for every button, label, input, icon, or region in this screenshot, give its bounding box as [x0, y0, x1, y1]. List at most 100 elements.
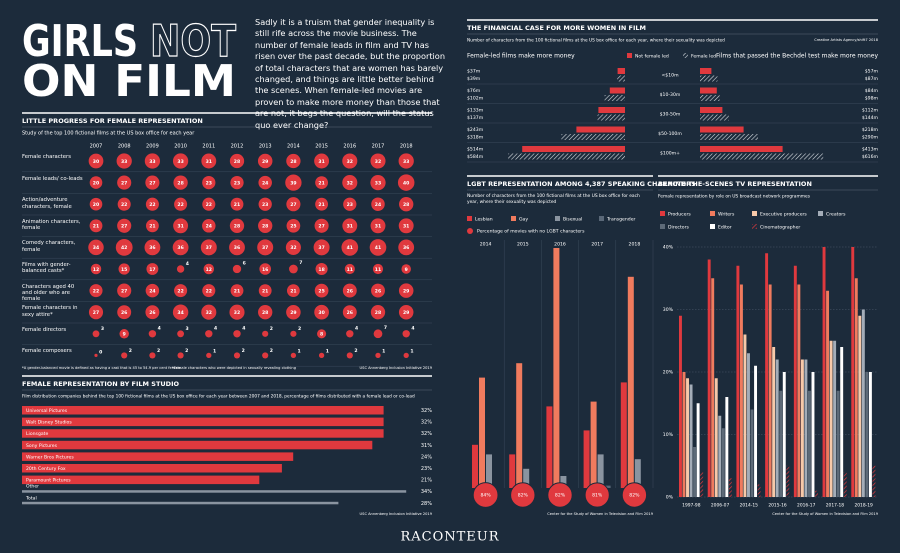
- row-label: Action/adventure characters, female: [22, 197, 72, 210]
- row-label: Animation characters, female: [22, 218, 81, 232]
- dot: [94, 353, 98, 357]
- section-title: LITTLE PROGRESS FOR FEMALE REPRESENTATIO…: [22, 117, 203, 125]
- subtitle: Number of characters from the 100 fictio…: [467, 38, 725, 44]
- dot: [202, 284, 216, 298]
- bar: [634, 459, 641, 488]
- dot: [89, 284, 103, 298]
- dot-label: 20: [93, 180, 99, 186]
- dot-label: 4: [411, 326, 414, 332]
- dot: [201, 153, 217, 169]
- bar: [620, 382, 627, 488]
- dot-label: 42: [121, 245, 127, 251]
- dot: [315, 176, 329, 190]
- bar: [700, 134, 758, 140]
- dot-label: 4: [355, 326, 358, 332]
- dot-label: 16: [262, 267, 268, 273]
- dot: [399, 197, 414, 212]
- footnote: *Female characters who were depicted in …: [172, 366, 296, 370]
- dot: [229, 304, 245, 320]
- legend-swatch: [660, 211, 665, 216]
- dot: [89, 197, 103, 211]
- year-label: 2018: [629, 242, 641, 248]
- dot: [290, 352, 297, 359]
- dot-label: 12: [206, 267, 212, 273]
- source: USC Annenberg Inclusion Initiative 2019: [360, 512, 433, 516]
- panel-title: Films that passed the Bechdel test make …: [716, 53, 878, 60]
- dot: [371, 283, 385, 298]
- dot: [172, 239, 189, 256]
- bar: [22, 464, 282, 473]
- section-title: FEMALE REPRESENTATION BY FILM STUDIO: [22, 380, 179, 388]
- dot: [342, 218, 358, 234]
- no-lgbt-label: 82%: [518, 493, 529, 499]
- bar: [725, 397, 729, 497]
- bar: [679, 315, 682, 497]
- bar: [782, 372, 786, 497]
- bar: [861, 309, 865, 497]
- legend-label: Creators: [826, 212, 846, 218]
- bar: [707, 259, 711, 497]
- bar: [775, 359, 779, 497]
- bar: [854, 278, 858, 497]
- section-title: LGBT REPRESENTATION AMONG 4,387 SPEAKING…: [467, 180, 696, 188]
- title-outline: NOT: [150, 16, 236, 67]
- dot: [146, 263, 159, 275]
- dot: [370, 153, 386, 169]
- bar: [604, 95, 625, 101]
- bar: [836, 390, 840, 497]
- dot: [233, 352, 241, 359]
- dot: [262, 330, 269, 337]
- dot-label: 23: [206, 180, 212, 186]
- dot-label: 31: [318, 159, 324, 165]
- year-label: 2015: [517, 242, 529, 248]
- value-label: $84m: [865, 88, 879, 94]
- year-label: 2009: [146, 144, 159, 150]
- value-label: $616m: [862, 154, 879, 160]
- year-label: 2012: [231, 144, 244, 150]
- dot-label: 28: [262, 224, 268, 230]
- dot-label: 12: [93, 267, 99, 273]
- dot-label: 27: [149, 180, 155, 186]
- dot: [369, 239, 387, 256]
- bar: [833, 340, 837, 497]
- dot-label: 23: [234, 180, 240, 186]
- value-label: $413m: [862, 147, 879, 153]
- dot: [177, 330, 185, 338]
- dot: [314, 283, 329, 298]
- value-label: $76m: [467, 88, 481, 94]
- dot-label: 20: [93, 202, 99, 208]
- legend-swatch: [467, 228, 473, 234]
- no-lgbt-circle: [510, 482, 536, 508]
- bar: [768, 284, 772, 497]
- bar: [728, 478, 732, 497]
- dot-label: 27: [121, 180, 127, 186]
- legend-swatch: [467, 216, 472, 221]
- dot-label: 23: [262, 202, 268, 208]
- intro: Sadly it is a truism that gender inequal…: [255, 17, 446, 130]
- dot-label: 17: [149, 267, 155, 273]
- dot-label: 25: [318, 288, 324, 294]
- bar: [523, 468, 530, 488]
- dot: [344, 263, 355, 275]
- dot: [89, 176, 103, 189]
- bar: [686, 378, 689, 497]
- dot: [372, 263, 384, 275]
- dot: [232, 264, 242, 274]
- bar: [736, 265, 740, 497]
- bar: [811, 372, 815, 497]
- legend-swatch: [710, 211, 715, 216]
- dot: [117, 175, 132, 190]
- value-label: 34%: [421, 489, 432, 495]
- dot-label: 1: [410, 348, 413, 354]
- dot-label: 22: [177, 202, 183, 208]
- dot: [115, 238, 133, 256]
- bar: [700, 146, 783, 152]
- dot: [145, 175, 160, 190]
- bar: [598, 107, 625, 113]
- bar: [700, 107, 723, 113]
- category-label: $10-30m: [660, 92, 681, 98]
- dot-label: 22: [177, 288, 183, 294]
- bar: [472, 444, 478, 488]
- no-lgbt-label: 81%: [592, 493, 603, 499]
